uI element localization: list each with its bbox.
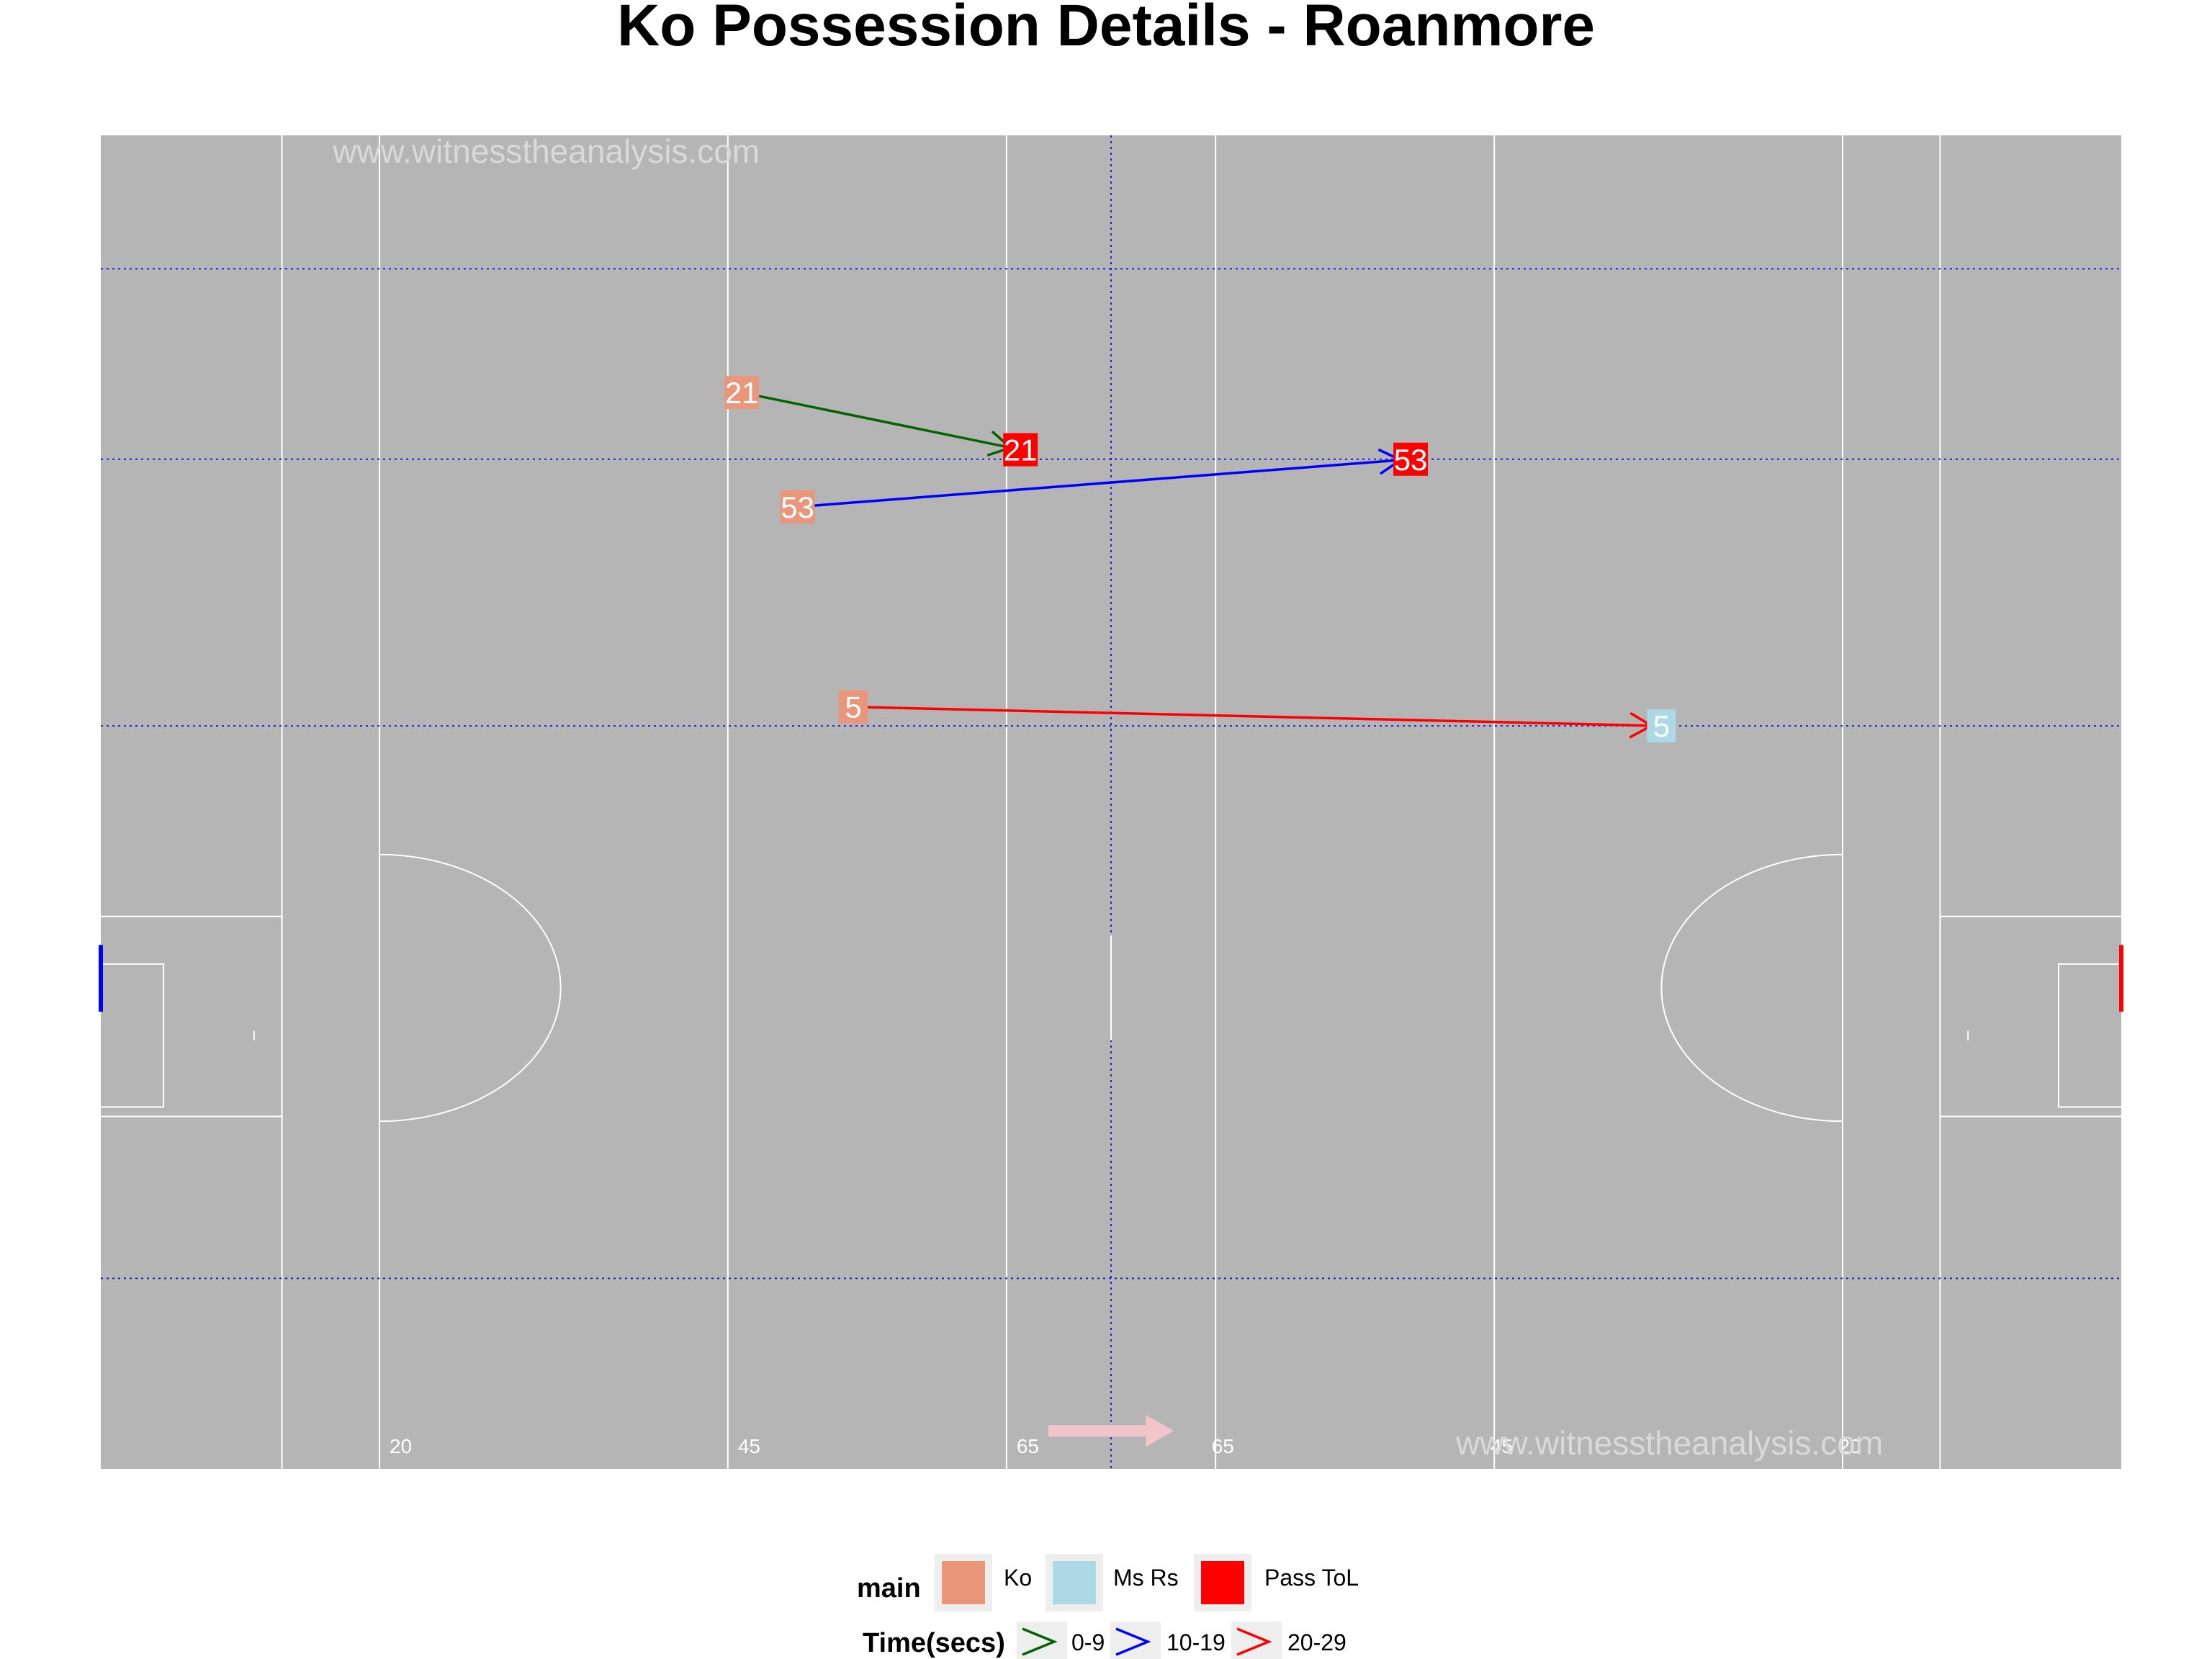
label-box <box>724 376 760 410</box>
legend-time-arrow <box>1236 1627 1272 1656</box>
legend-key-swatch <box>942 1561 985 1604</box>
left-arc <box>379 853 562 1123</box>
label-text: 53 <box>1394 443 1428 477</box>
label-box <box>1393 442 1429 476</box>
legend-time-arrow <box>1022 1627 1058 1656</box>
legend-main-label: Ms Rs <box>1113 1565 1179 1591</box>
distance-label: 45 <box>1491 1435 1513 1457</box>
left-large-rectangle <box>101 915 283 1118</box>
left-small-rectangle <box>101 963 165 1108</box>
label-box <box>838 690 868 724</box>
pitch-background <box>101 135 2121 1469</box>
legend-time-label: 20-29 <box>1287 1629 1346 1655</box>
label-box <box>1647 709 1676 743</box>
right-large-rectangle <box>1939 915 2121 1118</box>
legend-time-arrow <box>1115 1627 1151 1656</box>
legend-main-label: Ko <box>1004 1565 1032 1591</box>
pass-start-label: 5 <box>838 690 868 724</box>
attack-direction-arrowhead <box>1146 1415 1174 1447</box>
label-text: 5 <box>845 691 861 724</box>
watermark-bottom: www.witnesstheanalysis.com <box>1455 1424 1883 1462</box>
legend-main-title: main <box>857 1573 921 1604</box>
distance-label: 65 <box>1017 1435 1039 1457</box>
chart-title: Ko Possession Details - Roanmore <box>617 0 1595 58</box>
pass-end-label: 53 <box>1393 442 1429 477</box>
pass-line <box>853 705 1662 727</box>
right-arc <box>1660 853 1843 1123</box>
legend-time-label: 0-9 <box>1071 1629 1105 1655</box>
label-text: 5 <box>1653 709 1670 743</box>
label-box <box>1003 433 1038 467</box>
distance-label: 45 <box>738 1435 760 1457</box>
legend-main-label: Pass ToL <box>1264 1565 1359 1591</box>
label-text: 53 <box>781 490 814 524</box>
label-text: 21 <box>1004 433 1038 467</box>
pass-end-label: 21 <box>1003 433 1038 467</box>
right-small-rectangle <box>2057 963 2121 1108</box>
distance-label: 20 <box>390 1435 412 1457</box>
distance-label: 65 <box>1212 1435 1234 1457</box>
pass-line <box>741 391 1021 451</box>
legend-key-swatch <box>1201 1561 1244 1604</box>
pass-end-label: 5 <box>1647 709 1676 743</box>
legend-time-label: 10-19 <box>1166 1629 1226 1655</box>
pass-line <box>797 458 1411 508</box>
watermark-top: www.witnesstheanalysis.com <box>332 132 760 170</box>
pass-start-label: 21 <box>724 376 760 410</box>
legend-key-swatch <box>1053 1561 1096 1604</box>
legend-time-title: Time(secs) <box>863 1628 1005 1658</box>
distance-label: 20 <box>1839 1435 1861 1457</box>
label-box <box>780 490 815 523</box>
label-text: 21 <box>725 376 759 410</box>
pass-start-label: 53 <box>780 490 815 524</box>
